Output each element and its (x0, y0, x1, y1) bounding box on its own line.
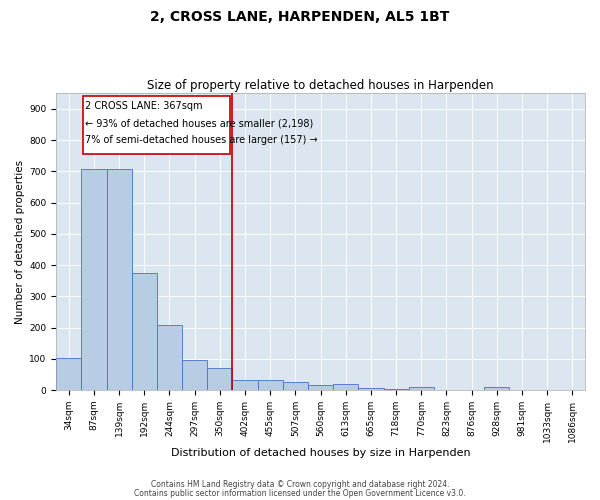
Bar (107, 169, 131, 390)
Bar (308, 386, 333, 390)
Bar (257, 380, 283, 390)
FancyBboxPatch shape (83, 96, 230, 154)
Bar (131, 273, 157, 390)
Text: ← 93% of detached houses are smaller (2,198): ← 93% of detached houses are smaller (2,… (85, 118, 313, 128)
Bar (409, 387, 434, 390)
Bar (157, 326, 182, 390)
Bar (207, 368, 232, 390)
Text: 7% of semi-detached houses are larger (157) →: 7% of semi-detached houses are larger (1… (85, 136, 318, 145)
Y-axis label: Number of detached properties: Number of detached properties (15, 160, 25, 324)
Bar (358, 388, 383, 390)
Bar (182, 360, 207, 390)
Text: Contains public sector information licensed under the Open Government Licence v3: Contains public sector information licen… (134, 488, 466, 498)
Title: Size of property relative to detached houses in Harpenden: Size of property relative to detached ho… (147, 79, 494, 92)
Text: Contains HM Land Registry data © Crown copyright and database right 2024.: Contains HM Land Registry data © Crown c… (151, 480, 449, 489)
Bar (383, 388, 409, 390)
X-axis label: Distribution of detached houses by size in Harpenden: Distribution of detached houses by size … (171, 448, 470, 458)
Bar (484, 387, 509, 390)
Text: 2, CROSS LANE, HARPENDEN, AL5 1BT: 2, CROSS LANE, HARPENDEN, AL5 1BT (151, 10, 449, 24)
Bar (82, 169, 107, 390)
Bar (283, 382, 308, 390)
Bar (232, 380, 257, 390)
Bar (333, 384, 358, 390)
Bar (56, 358, 82, 390)
Text: 2 CROSS LANE: 367sqm: 2 CROSS LANE: 367sqm (85, 101, 203, 111)
